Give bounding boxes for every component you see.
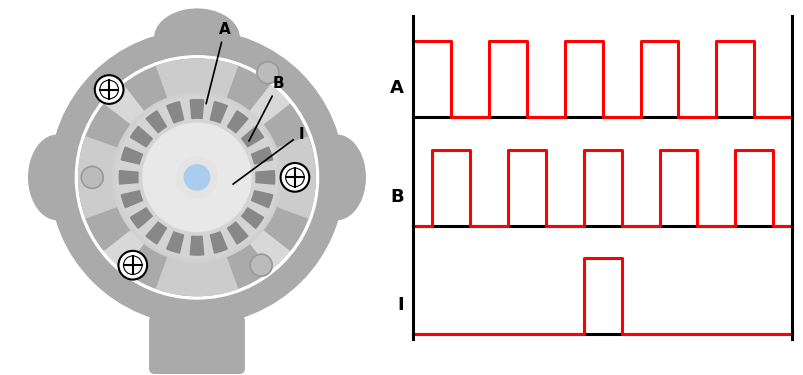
Circle shape bbox=[112, 93, 281, 262]
Polygon shape bbox=[121, 191, 142, 208]
Circle shape bbox=[250, 254, 271, 276]
Polygon shape bbox=[242, 208, 263, 228]
Text: I: I bbox=[397, 296, 403, 314]
Wedge shape bbox=[197, 105, 315, 250]
Circle shape bbox=[177, 157, 217, 198]
Polygon shape bbox=[130, 208, 152, 228]
Polygon shape bbox=[154, 293, 239, 346]
Wedge shape bbox=[157, 177, 237, 296]
Circle shape bbox=[75, 56, 318, 299]
Polygon shape bbox=[166, 102, 183, 123]
Polygon shape bbox=[210, 232, 227, 253]
Circle shape bbox=[81, 166, 103, 188]
Wedge shape bbox=[79, 105, 197, 250]
Polygon shape bbox=[227, 222, 247, 244]
Polygon shape bbox=[190, 236, 203, 255]
Polygon shape bbox=[190, 100, 203, 118]
Polygon shape bbox=[255, 171, 275, 184]
Text: B: B bbox=[389, 188, 403, 206]
Circle shape bbox=[257, 62, 279, 84]
Circle shape bbox=[116, 96, 278, 258]
Circle shape bbox=[118, 251, 147, 279]
Polygon shape bbox=[312, 135, 365, 220]
Polygon shape bbox=[210, 102, 227, 123]
Circle shape bbox=[79, 59, 315, 296]
Polygon shape bbox=[146, 222, 166, 244]
Circle shape bbox=[280, 163, 309, 192]
Polygon shape bbox=[130, 126, 152, 147]
Wedge shape bbox=[197, 137, 315, 218]
Polygon shape bbox=[154, 9, 239, 62]
Wedge shape bbox=[124, 177, 270, 296]
Polygon shape bbox=[119, 171, 138, 184]
Circle shape bbox=[184, 165, 210, 190]
FancyBboxPatch shape bbox=[149, 316, 244, 373]
Circle shape bbox=[143, 123, 251, 231]
Polygon shape bbox=[242, 126, 263, 147]
Text: A: A bbox=[206, 22, 230, 104]
Text: B: B bbox=[249, 76, 284, 141]
Polygon shape bbox=[146, 111, 166, 133]
Wedge shape bbox=[157, 59, 237, 177]
Polygon shape bbox=[251, 147, 272, 164]
Text: A: A bbox=[389, 79, 403, 97]
Wedge shape bbox=[79, 137, 197, 218]
Polygon shape bbox=[251, 191, 272, 208]
Polygon shape bbox=[121, 147, 142, 164]
Polygon shape bbox=[227, 111, 247, 133]
Polygon shape bbox=[29, 135, 81, 220]
Polygon shape bbox=[166, 232, 183, 253]
Circle shape bbox=[95, 75, 124, 104]
Circle shape bbox=[50, 30, 344, 324]
Wedge shape bbox=[124, 59, 270, 177]
Text: I: I bbox=[233, 126, 304, 184]
